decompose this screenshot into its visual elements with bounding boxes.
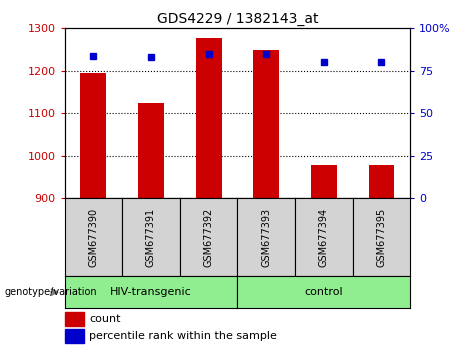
Text: control: control (305, 287, 343, 297)
Text: GSM677390: GSM677390 (89, 207, 98, 267)
Bar (253, 50, 279, 198)
Text: GSM677394: GSM677394 (319, 207, 329, 267)
Bar (65, 312, 84, 326)
Text: GSM677392: GSM677392 (204, 207, 213, 267)
Text: percentile rank within the sample: percentile rank within the sample (89, 331, 278, 341)
Bar (195, 38, 222, 198)
Bar (368, 165, 395, 198)
Text: GSM677391: GSM677391 (146, 207, 156, 267)
Bar (311, 165, 337, 198)
Text: count: count (89, 314, 121, 324)
Bar (80, 73, 106, 198)
Text: GSM677393: GSM677393 (261, 207, 271, 267)
Bar (65, 329, 84, 343)
Text: GSM677395: GSM677395 (377, 207, 386, 267)
Text: HIV-transgenic: HIV-transgenic (110, 287, 192, 297)
Text: genotype/variation: genotype/variation (5, 287, 97, 297)
Bar (138, 103, 164, 198)
Title: GDS4229 / 1382143_at: GDS4229 / 1382143_at (157, 12, 318, 26)
